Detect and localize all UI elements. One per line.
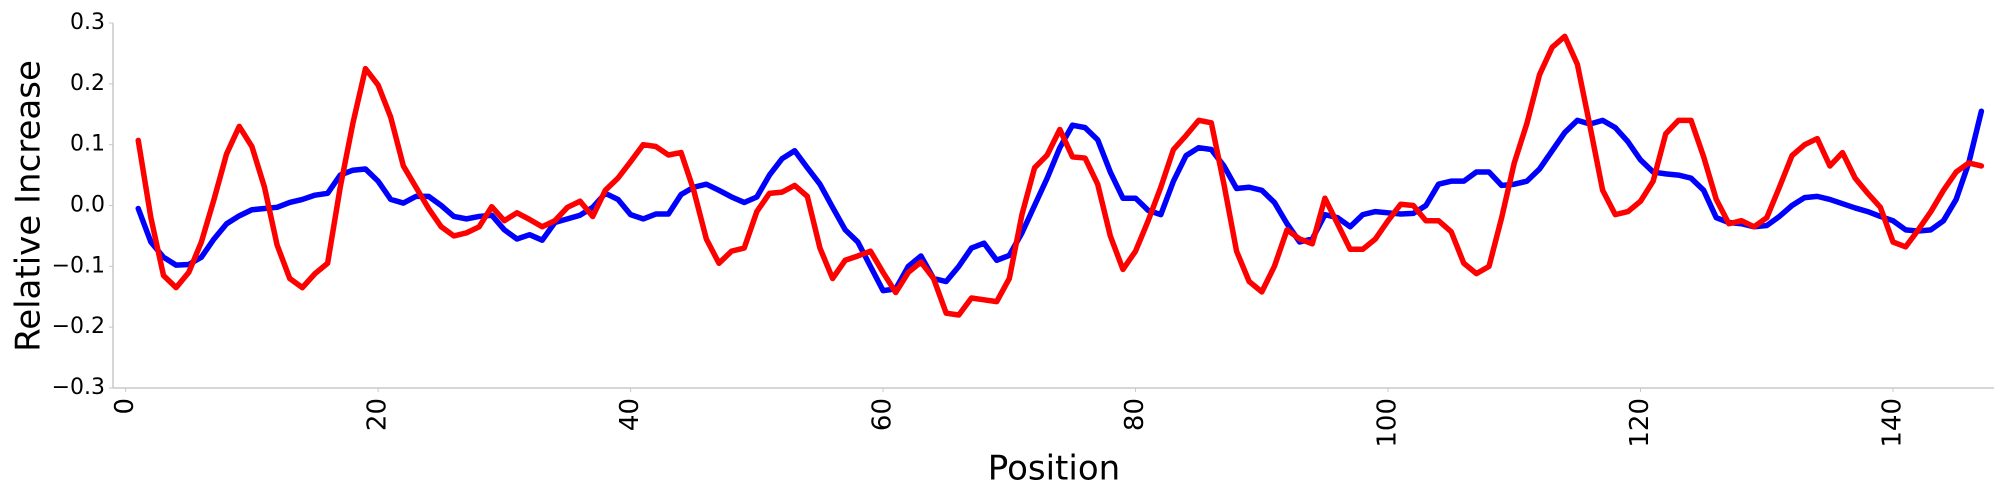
y-tick-label: 0.3: [70, 10, 105, 35]
y-tick-label: −0.1: [52, 253, 105, 278]
data-line: [135, 108, 1985, 294]
y-tick-label: 0.1: [70, 132, 105, 157]
y-tick-label: 0.0: [70, 193, 105, 218]
x-tick-label: 120: [1625, 398, 1655, 448]
x-tick-label: 40: [615, 398, 645, 431]
y-axis-label: Relative Increase: [9, 60, 49, 352]
x-axis-label: Position: [988, 449, 1120, 489]
y-tick-label: 0.2: [70, 71, 105, 96]
x-tick-label: 0: [110, 398, 140, 415]
y-tick-label: −0.3: [52, 375, 105, 400]
data-line: [135, 33, 1985, 318]
y-tick-label: −0.2: [52, 314, 105, 339]
x-tick-label: 100: [1373, 398, 1403, 448]
x-tick-label: 140: [1878, 398, 1908, 448]
x-tick-label: 80: [1120, 398, 1150, 431]
x-tick-label: 20: [363, 398, 393, 431]
x-tick-label: 60: [868, 398, 898, 431]
